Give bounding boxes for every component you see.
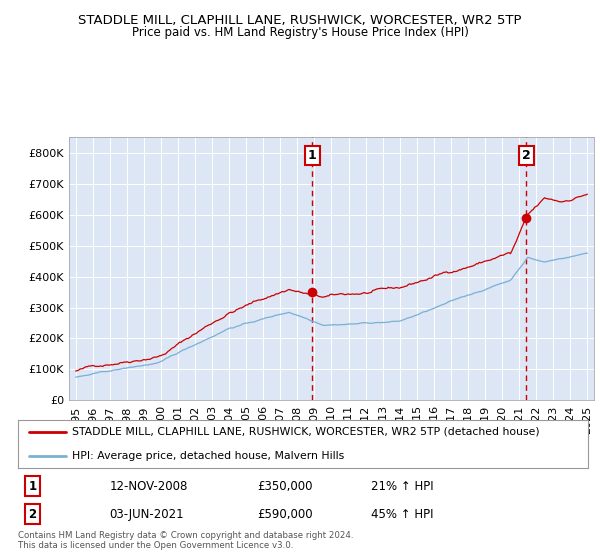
Text: Price paid vs. HM Land Registry's House Price Index (HPI): Price paid vs. HM Land Registry's House … [131, 26, 469, 39]
Text: 03-JUN-2021: 03-JUN-2021 [109, 507, 184, 521]
Text: 45% ↑ HPI: 45% ↑ HPI [371, 507, 434, 521]
Text: HPI: Average price, detached house, Malvern Hills: HPI: Average price, detached house, Malv… [72, 451, 344, 461]
Text: 2: 2 [28, 507, 37, 521]
Text: Contains HM Land Registry data © Crown copyright and database right 2024.
This d: Contains HM Land Registry data © Crown c… [18, 531, 353, 550]
Text: 12-NOV-2008: 12-NOV-2008 [109, 479, 188, 493]
Text: £350,000: £350,000 [257, 479, 313, 493]
Text: 2: 2 [522, 150, 530, 162]
Text: STADDLE MILL, CLAPHILL LANE, RUSHWICK, WORCESTER, WR2 5TP: STADDLE MILL, CLAPHILL LANE, RUSHWICK, W… [78, 14, 522, 27]
Text: STADDLE MILL, CLAPHILL LANE, RUSHWICK, WORCESTER, WR2 5TP (detached house): STADDLE MILL, CLAPHILL LANE, RUSHWICK, W… [72, 427, 540, 437]
Text: 1: 1 [28, 479, 37, 493]
Text: £590,000: £590,000 [257, 507, 313, 521]
Text: 1: 1 [308, 150, 317, 162]
Text: 21% ↑ HPI: 21% ↑ HPI [371, 479, 434, 493]
